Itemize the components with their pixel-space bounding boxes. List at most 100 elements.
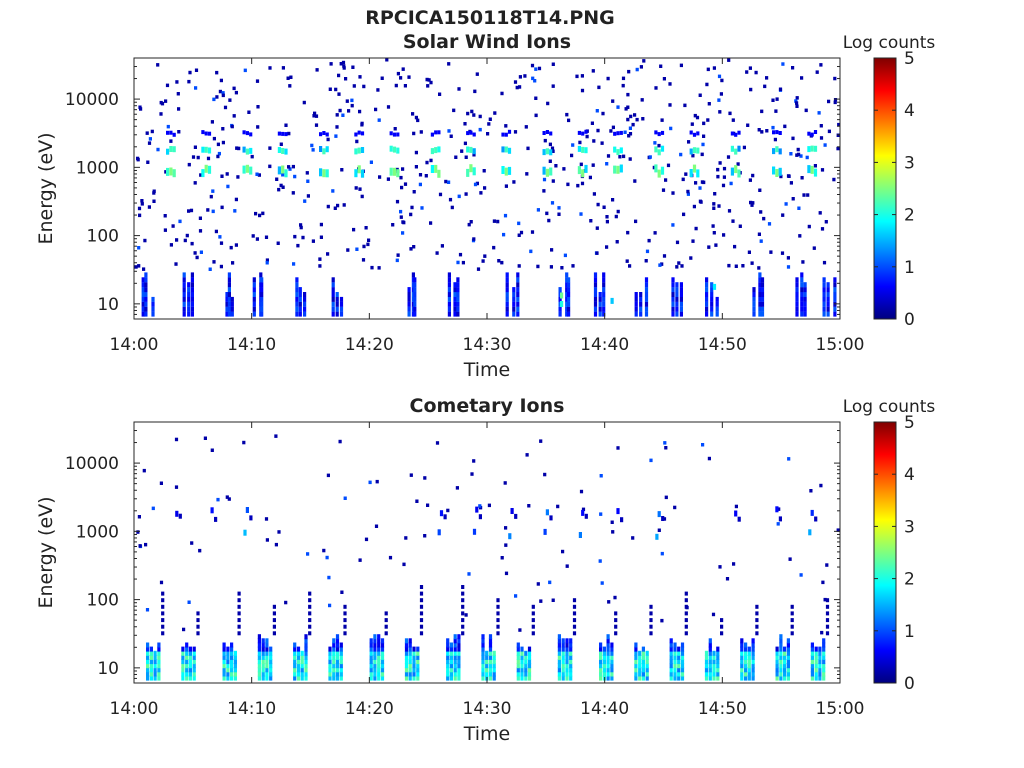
heatmap-cell (481, 646, 485, 652)
heatmap-cell (334, 87, 338, 92)
heatmap-cell (795, 96, 799, 100)
heatmap-cell (380, 650, 385, 656)
y-tick-label: 100 (87, 591, 119, 611)
heatmap-cell (547, 218, 551, 223)
heatmap-cell (456, 306, 460, 312)
heatmap-cell (204, 131, 208, 136)
heatmap-cell (691, 239, 695, 243)
heatmap-cell (760, 292, 765, 297)
heatmap-cell (172, 132, 176, 137)
heatmap-cell (833, 296, 837, 302)
heatmap-cell (190, 287, 194, 293)
heatmap-cell (181, 671, 185, 677)
heatmap-cell (281, 148, 285, 154)
heatmap-cell (392, 132, 397, 137)
heatmap-cell (561, 646, 565, 652)
heatmap-cell (457, 675, 461, 681)
heatmap-cell (295, 292, 299, 297)
heatmap-cell (549, 515, 553, 521)
heatmap-cell (822, 667, 826, 673)
heatmap-cell (762, 216, 766, 221)
heatmap-cell (305, 171, 309, 175)
heatmap-cell (557, 638, 561, 644)
heatmap-cell (211, 189, 215, 193)
heatmap-cell (641, 654, 645, 660)
heatmap-cell (660, 551, 664, 556)
heatmap-cell (140, 199, 144, 203)
heatmap-cell (466, 131, 470, 136)
heatmap-cell (758, 272, 762, 278)
heatmap-cell (245, 164, 249, 173)
heatmap-cell (225, 172, 229, 176)
heatmap-cell (655, 533, 659, 540)
heatmap-cell (795, 104, 799, 108)
heatmap-cell (177, 130, 181, 134)
heatmap-cell (639, 296, 643, 302)
heatmap-cell (789, 152, 793, 156)
heatmap-cell (221, 93, 225, 98)
heatmap-cell (710, 282, 714, 288)
heatmap-cell (775, 654, 779, 660)
heatmap-cell (488, 671, 493, 677)
heatmap-cell (298, 287, 302, 293)
heatmap-cell (277, 530, 281, 534)
heatmap-cell (481, 663, 485, 669)
heatmap-cell (710, 301, 714, 307)
heatmap-cell (392, 146, 397, 153)
heatmap-cell (408, 659, 412, 665)
heatmap-cell (146, 675, 150, 681)
heatmap-cell (641, 659, 645, 665)
heatmap-cell (299, 223, 303, 227)
heatmap-cell (680, 654, 685, 660)
heatmap-cell (339, 659, 343, 665)
heatmap-cell (606, 642, 610, 648)
heatmap-cell (557, 659, 561, 665)
heatmap-cell (598, 296, 602, 302)
heatmap-cell (360, 147, 365, 153)
heatmap-cell (296, 659, 301, 665)
heatmap-cell (776, 522, 780, 526)
heatmap-cell (157, 642, 161, 648)
heatmap-cell (298, 311, 302, 317)
heatmap-cell (649, 618, 653, 623)
heatmap-cell (783, 671, 787, 677)
heatmap-cell (419, 598, 424, 603)
heatmap-cell (679, 311, 683, 317)
heatmap-cell (464, 613, 468, 617)
heatmap-cell (427, 78, 431, 82)
heatmap-cell (190, 296, 194, 302)
heatmap-cell (705, 287, 709, 293)
heatmap-cell (754, 70, 758, 75)
heatmap-cell (779, 634, 783, 640)
heatmap-cell (571, 264, 575, 268)
heatmap-cell (481, 654, 485, 660)
heatmap-cell (610, 650, 614, 656)
heatmap-cell (416, 650, 420, 656)
heatmap-cell (787, 457, 791, 461)
heatmap-cell (419, 130, 423, 134)
heatmap-cell (265, 650, 269, 656)
heatmap-cell (542, 189, 546, 193)
heatmap-cell (366, 242, 370, 247)
heatmap-cell (467, 572, 471, 576)
heatmap-cell (272, 604, 276, 609)
heatmap-cell (545, 130, 549, 134)
heatmap-cell (610, 646, 614, 652)
heatmap-cell (369, 638, 373, 644)
heatmap-cell (161, 631, 165, 636)
heatmap-cell (783, 667, 787, 673)
heatmap-cell (585, 134, 589, 139)
heatmap-cell (335, 296, 339, 302)
heatmap-cell (777, 507, 781, 511)
heatmap-cell (272, 624, 276, 629)
heatmap-cell (716, 663, 720, 669)
heatmap-cell (814, 671, 818, 677)
heatmap-cell (265, 638, 269, 644)
heatmap-cell (833, 282, 837, 288)
heatmap-cell (373, 659, 377, 665)
x-tick-label: 14:50 (698, 699, 747, 719)
heatmap-cell (505, 282, 509, 288)
heatmap-cell (488, 117, 492, 121)
heatmap-cell (335, 638, 340, 644)
